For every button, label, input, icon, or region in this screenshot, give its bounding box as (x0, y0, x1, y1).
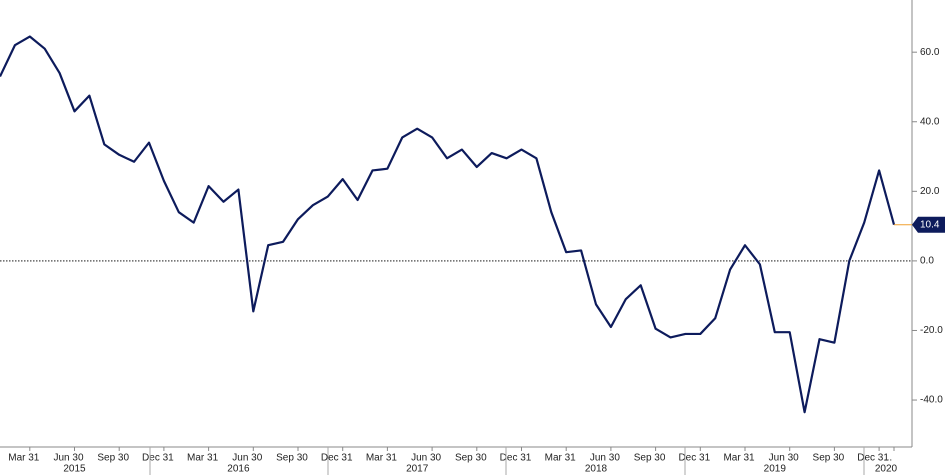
year-label: 2018 (585, 464, 608, 475)
x-tick-label: Sep 30 (276, 453, 308, 464)
x-tick-label: Jun 30 (590, 453, 620, 464)
x-tick-label: ... (884, 453, 892, 464)
x-tick-label: Dec 31 (678, 453, 710, 464)
y-tick-label: 0.0 (920, 256, 934, 267)
y-tick-label: 20.0 (920, 186, 940, 197)
year-label: 2020 (875, 464, 898, 475)
year-label: 2015 (63, 464, 86, 475)
line (0, 35, 896, 414)
last-value-label: 10.4 (920, 219, 940, 230)
y-tick-label: -20.0 (920, 325, 943, 336)
x-tick-label: Dec 31 (142, 453, 174, 464)
x-tick-label: Mar 31 (545, 453, 577, 464)
x-tick-label: Dec 31 (321, 453, 353, 464)
year-label: 2017 (406, 464, 429, 475)
y-tick-label: -40.0 (920, 395, 943, 406)
year-label: 2019 (764, 464, 787, 475)
x-tick-label: Sep 30 (455, 453, 487, 464)
x-tick-label: Jun 30 (232, 453, 262, 464)
x-tick-label: Sep 30 (97, 453, 129, 464)
x-tick-label: Mar 31 (187, 453, 219, 464)
x-tick-label: Mar 31 (723, 453, 755, 464)
x-tick-label: Sep 30 (634, 453, 666, 464)
x-tick-label: Mar 31 (366, 453, 398, 464)
x-tick-label: Jun 30 (411, 453, 441, 464)
x-tick-label: Jun 30 (769, 453, 799, 464)
x-tick-label: Sep 30 (813, 453, 845, 464)
y-tick-label: 40.0 (920, 116, 940, 127)
year-label: 2016 (227, 464, 250, 475)
x-tick-label: Mar 31 (8, 453, 40, 464)
x-tick-label: Dec 31 (857, 453, 889, 464)
y-tick-label: 60.0 (920, 47, 940, 58)
last-value-box (912, 216, 945, 233)
x-tick-label: Dec 31 (500, 453, 532, 464)
x-tick-label: Jun 30 (53, 453, 83, 464)
